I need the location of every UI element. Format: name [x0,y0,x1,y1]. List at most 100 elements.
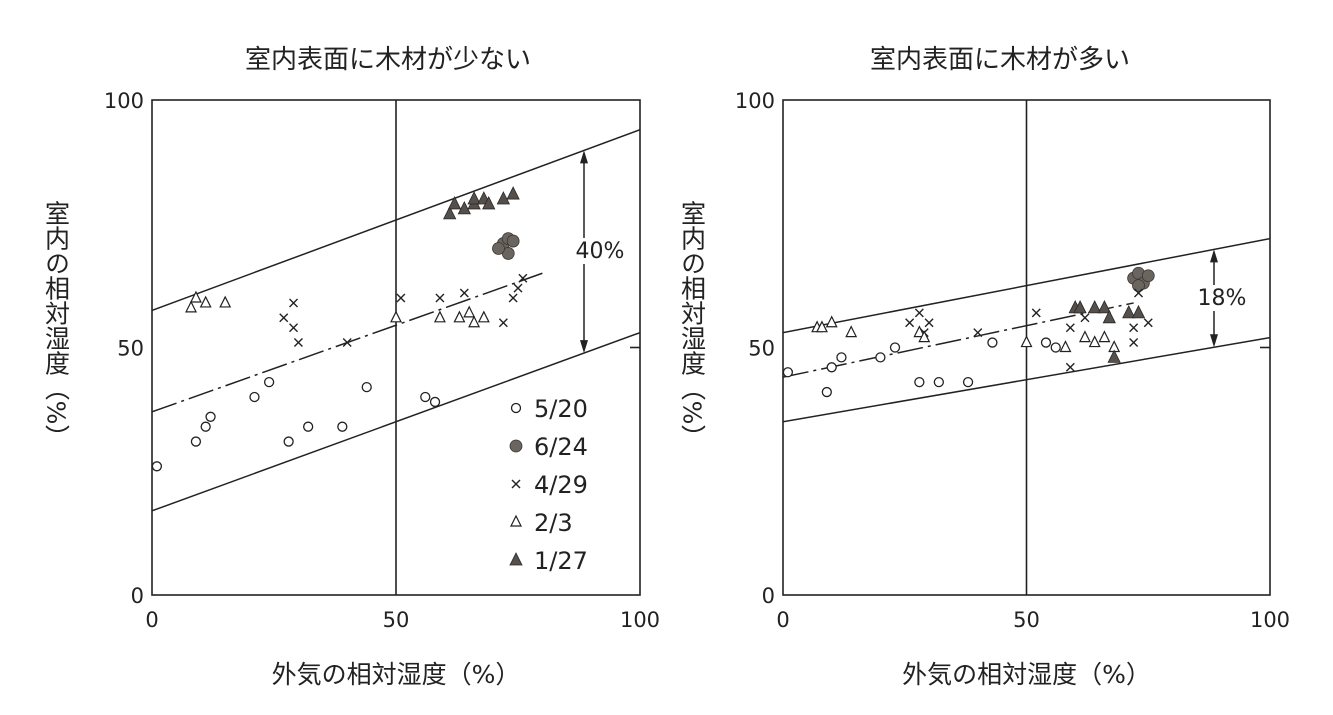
data-point [933,376,944,388]
series-5-20 [151,376,441,472]
x-tick-label: 50 [383,608,410,632]
data-point [506,186,520,200]
data-point [1020,335,1033,348]
data-point [1080,313,1090,323]
data-point [821,386,832,398]
data-point [506,234,520,248]
data-point [477,310,490,323]
band-lower-line [152,331,640,512]
data-point [1078,330,1091,343]
series-2-3 [811,315,1121,353]
data-point [1088,300,1102,314]
y-tick-label: 0 [762,584,775,608]
legend-marker [509,439,523,453]
data-point [443,205,457,220]
legend-marker [510,514,522,527]
legend-marker [511,479,521,489]
data-point [905,318,915,328]
y-tick-label: 50 [117,337,144,361]
data-point [836,352,847,363]
data-point [1107,349,1121,363]
series-2-3 [185,290,490,328]
data-point [498,318,508,328]
data-point [467,191,481,205]
data-point [496,191,511,205]
data-point [249,391,260,403]
y-tick-label: 0 [131,584,144,608]
data-point [200,421,211,432]
data-point [826,362,837,373]
chart-title: 室内表面に木材が少ない [245,45,531,75]
chart-title: 室内表面に木材が多い [870,45,1130,75]
legend-label: 6/24 [534,433,588,461]
data-point [303,421,314,432]
data-point [189,290,202,303]
data-point [435,293,445,303]
data-point [1134,288,1144,298]
legend-label: 4/29 [534,471,588,499]
data-point [1040,337,1052,348]
band-upper-line [152,128,640,312]
band-center-line [783,302,1134,378]
data-point [1122,304,1136,319]
data-point [289,323,299,333]
range-arrow-head-top [580,150,588,164]
data-point [337,421,348,432]
x-axis-label: 外気の相対湿度（%） [272,660,521,689]
data-point [1073,300,1087,314]
legend-item: 2/3 [510,509,573,537]
data-point [914,308,924,318]
x-tick-label: 50 [1013,608,1040,632]
data-point [518,273,528,283]
data-point [987,337,998,348]
legend-item: 1/27 [509,547,588,575]
data-point [289,298,299,308]
data-point [913,325,926,338]
data-point [1050,342,1061,353]
data-point [962,376,974,388]
data-point [190,436,202,447]
y-tick-label: 100 [735,89,775,113]
range-annotation: 40% [576,239,625,264]
x-tick-label: 100 [620,608,660,632]
range-arrow-head-top [1210,249,1218,263]
legend-item: 5/20 [510,395,588,423]
y-axis-label: 室内の相対湿度（%） [678,201,707,450]
data-point [1059,340,1072,353]
y-tick-label: 100 [104,89,144,113]
data-point [1132,279,1145,293]
data-point [1131,304,1146,319]
data-point [914,376,925,388]
data-point [825,315,838,328]
series-5-20 [782,337,1061,398]
data-point [924,318,934,328]
data-point [205,411,216,422]
range-arrow-head-bottom [580,340,588,354]
data-point [457,201,471,215]
data-point [782,367,794,378]
data-point [361,381,372,393]
data-point [1098,330,1111,343]
band-upper-line [783,237,1270,334]
legend: 5/20 6/24 4/29 2/3 1/27 [509,395,588,575]
data-point [1143,318,1153,328]
data-point [1129,338,1139,348]
legend-marker [510,402,522,414]
chart-panel-right: 室内表面に木材が多い 0 50 100 0 50 100 外気の相対湿度（%） 室内の相対湿度（… [678,45,1291,689]
annotation-bg [572,238,634,264]
data-point [293,338,303,348]
series-4-29 [905,288,1153,372]
legend-label: 2/3 [534,509,573,537]
data-point [283,436,294,447]
data-point [513,283,523,293]
data-point [447,196,462,210]
series-6-24 [1127,266,1155,293]
legend-label: 1/27 [534,547,588,575]
data-point [219,295,232,308]
series-6-24 [492,232,520,260]
data-point [918,330,931,343]
data-point [151,461,163,472]
data-point [429,396,441,408]
range-annotation: 18% [1198,286,1247,311]
